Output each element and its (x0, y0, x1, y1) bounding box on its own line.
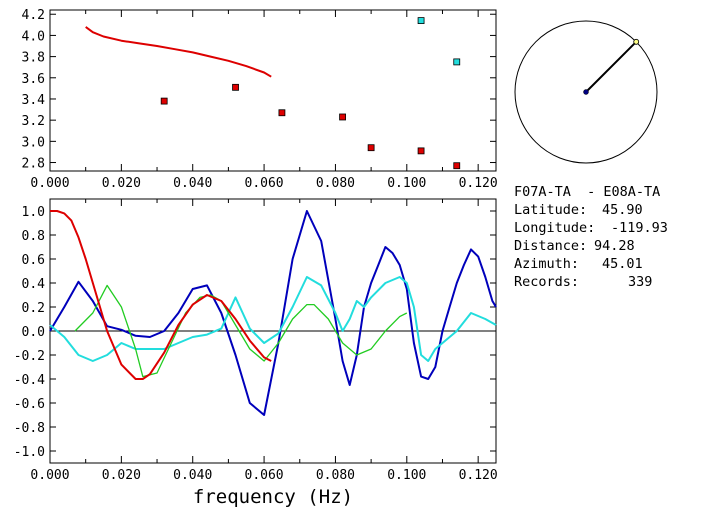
x-tick-label: 0.040 (173, 176, 212, 191)
records-label: Records: (514, 274, 580, 290)
y-tick-label: -0.6 (14, 397, 45, 412)
y-tick-label: -1.0 (14, 445, 45, 460)
y-tick-label: 3.4 (22, 93, 46, 108)
data-point-red (417, 147, 425, 155)
y-tick-label: -0.4 (14, 373, 45, 388)
latitude-label: Latitude: (514, 202, 588, 218)
data-point-red (453, 162, 461, 170)
x-tick-label: 0.060 (245, 176, 284, 191)
y-tick-label: 0.6 (22, 253, 45, 268)
x-tick-label: 0.080 (316, 468, 355, 483)
records-value: 339 (628, 274, 653, 290)
y-tick-label: 3.0 (22, 135, 45, 150)
longitude-value: -119.93 (611, 220, 668, 236)
x-tick-label: 0.020 (102, 176, 141, 191)
x-tick-label: 0.100 (387, 468, 426, 483)
data-point-cyan (417, 17, 425, 24)
x-tick-label: 0.040 (173, 468, 212, 483)
station-pair: F07A-TA - E08A-TA (514, 184, 661, 200)
data-point-cyan (453, 58, 461, 66)
dispersion-plot-frame (49, 9, 497, 172)
data-point-red (367, 144, 375, 152)
data-point-red (278, 109, 286, 117)
x-tick-label: 0.020 (102, 468, 141, 483)
azimuth-line (585, 41, 637, 93)
y-tick-label: 2.8 (22, 157, 45, 172)
series-line-green (74, 284, 408, 378)
series-line-blue (49, 210, 497, 416)
latitude-row: Latitude: 45.90 (514, 202, 643, 218)
y-tick-label: 0.4 (22, 277, 46, 292)
x-axis-label: frequency (Hz) (193, 486, 353, 508)
azimuth-row: Azimuth: 45.01 (514, 256, 643, 272)
y-tick-label: 3.8 (22, 51, 45, 66)
y-tick-label: 4.0 (22, 29, 45, 44)
y-tick-label: 1.0 (22, 205, 45, 220)
y-tick-label: 3.2 (22, 114, 45, 129)
y-tick-label: 0.8 (22, 229, 45, 244)
correlation-plot: 1.0 0.8 0.6 0.4 0.2 0.0 -0.2 -0.4 -0.6 -0.8 -1.0 0… (14, 198, 498, 508)
azimuth-value: 45.01 (602, 256, 643, 272)
y-tick-label: 4.2 (22, 8, 45, 23)
azimuth-label: Azimuth: (514, 256, 580, 272)
records-row: Records: 339 (514, 274, 652, 290)
distance-row: Distance: 94.28 (514, 238, 635, 254)
series-line-cyan (49, 276, 497, 362)
y-tick-label: 0.0 (22, 325, 45, 340)
x-tick-label: 0.100 (387, 176, 426, 191)
azimuth-plot (514, 20, 658, 164)
series-line-red (50, 210, 272, 380)
x-tick-label: 0.000 (30, 176, 69, 191)
longitude-label: Longitude: (514, 220, 596, 236)
x-tick-label: 0.120 (459, 176, 498, 191)
x-tick-label: 0.000 (30, 468, 69, 483)
azimuth-circle (514, 20, 658, 164)
y-tick-label: 0.2 (22, 301, 45, 316)
dispersion-plot: 2.8 3.0 3.2 3.4 3.6 3.8 4.0 4.2 0.000 0.020 0.040… (22, 8, 498, 191)
azimuth-end-dot (633, 38, 640, 45)
x-tick-label: 0.120 (459, 468, 498, 483)
distance-label: Distance: (514, 238, 588, 254)
data-point-red (339, 113, 346, 121)
y-tick-label: -0.2 (14, 349, 45, 364)
x-tick-label: 0.060 (245, 468, 284, 483)
series-line-red (85, 26, 272, 78)
x-tick-label: 0.080 (316, 176, 355, 191)
distance-value: 94.28 (594, 238, 635, 254)
data-point-red (160, 97, 168, 105)
latitude-value: 45.90 (602, 202, 643, 218)
y-tick-label: -0.8 (14, 421, 45, 436)
azimuth-center-dot (583, 89, 589, 95)
longitude-row: Longitude: -119.93 (514, 220, 668, 236)
y-tick-label: 3.6 (22, 72, 45, 87)
data-point-red (232, 83, 239, 91)
